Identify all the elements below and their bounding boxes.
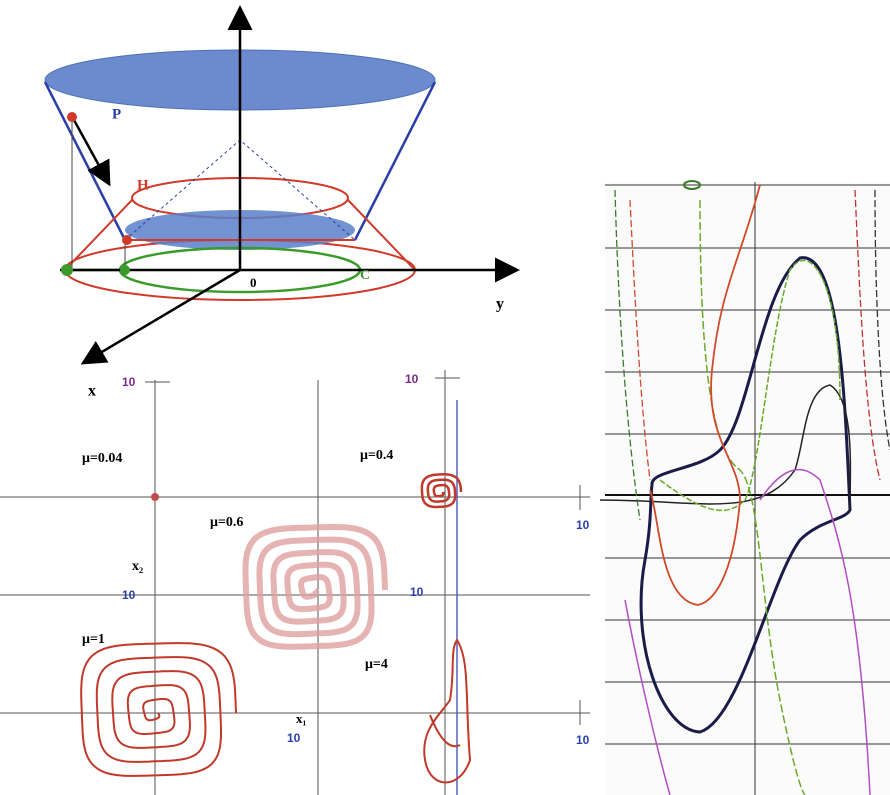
- label-h: H: [137, 177, 149, 193]
- mu-label: μ=1: [82, 632, 105, 647]
- trajectory: [423, 638, 472, 784]
- tick-label: 10: [576, 733, 590, 747]
- label-y: y: [496, 296, 504, 313]
- trajectory: [242, 524, 388, 650]
- trajectory: [80, 642, 237, 777]
- axis-label: x₁: [296, 711, 307, 726]
- label-origin: 0: [250, 275, 257, 290]
- mu-label: μ=4: [365, 657, 388, 672]
- tick-label: 10: [410, 585, 424, 599]
- axis-label: x₂: [132, 559, 143, 574]
- trajectory: [420, 473, 463, 509]
- phase-portraits: 10 10 10 10 10 10 10 μ=0.04 μ=0.6 μ=0.4 …: [0, 370, 590, 795]
- cone-diagram: P H C 0 y x: [43, 5, 520, 400]
- tick-label: 10: [576, 518, 590, 532]
- tick-label: 10: [122, 375, 136, 389]
- label-x: x: [88, 383, 96, 400]
- tick-label: 10: [122, 588, 136, 602]
- right-plot: [599, 180, 890, 795]
- mu-label: μ=0.04: [82, 451, 122, 466]
- tick-label: 10: [405, 372, 419, 386]
- mu-label: μ=0.4: [360, 448, 393, 463]
- label-p: P: [112, 106, 121, 122]
- tick-label: 10: [287, 731, 301, 745]
- label-c: C: [360, 268, 370, 283]
- mu-label: μ=0.6: [210, 515, 243, 530]
